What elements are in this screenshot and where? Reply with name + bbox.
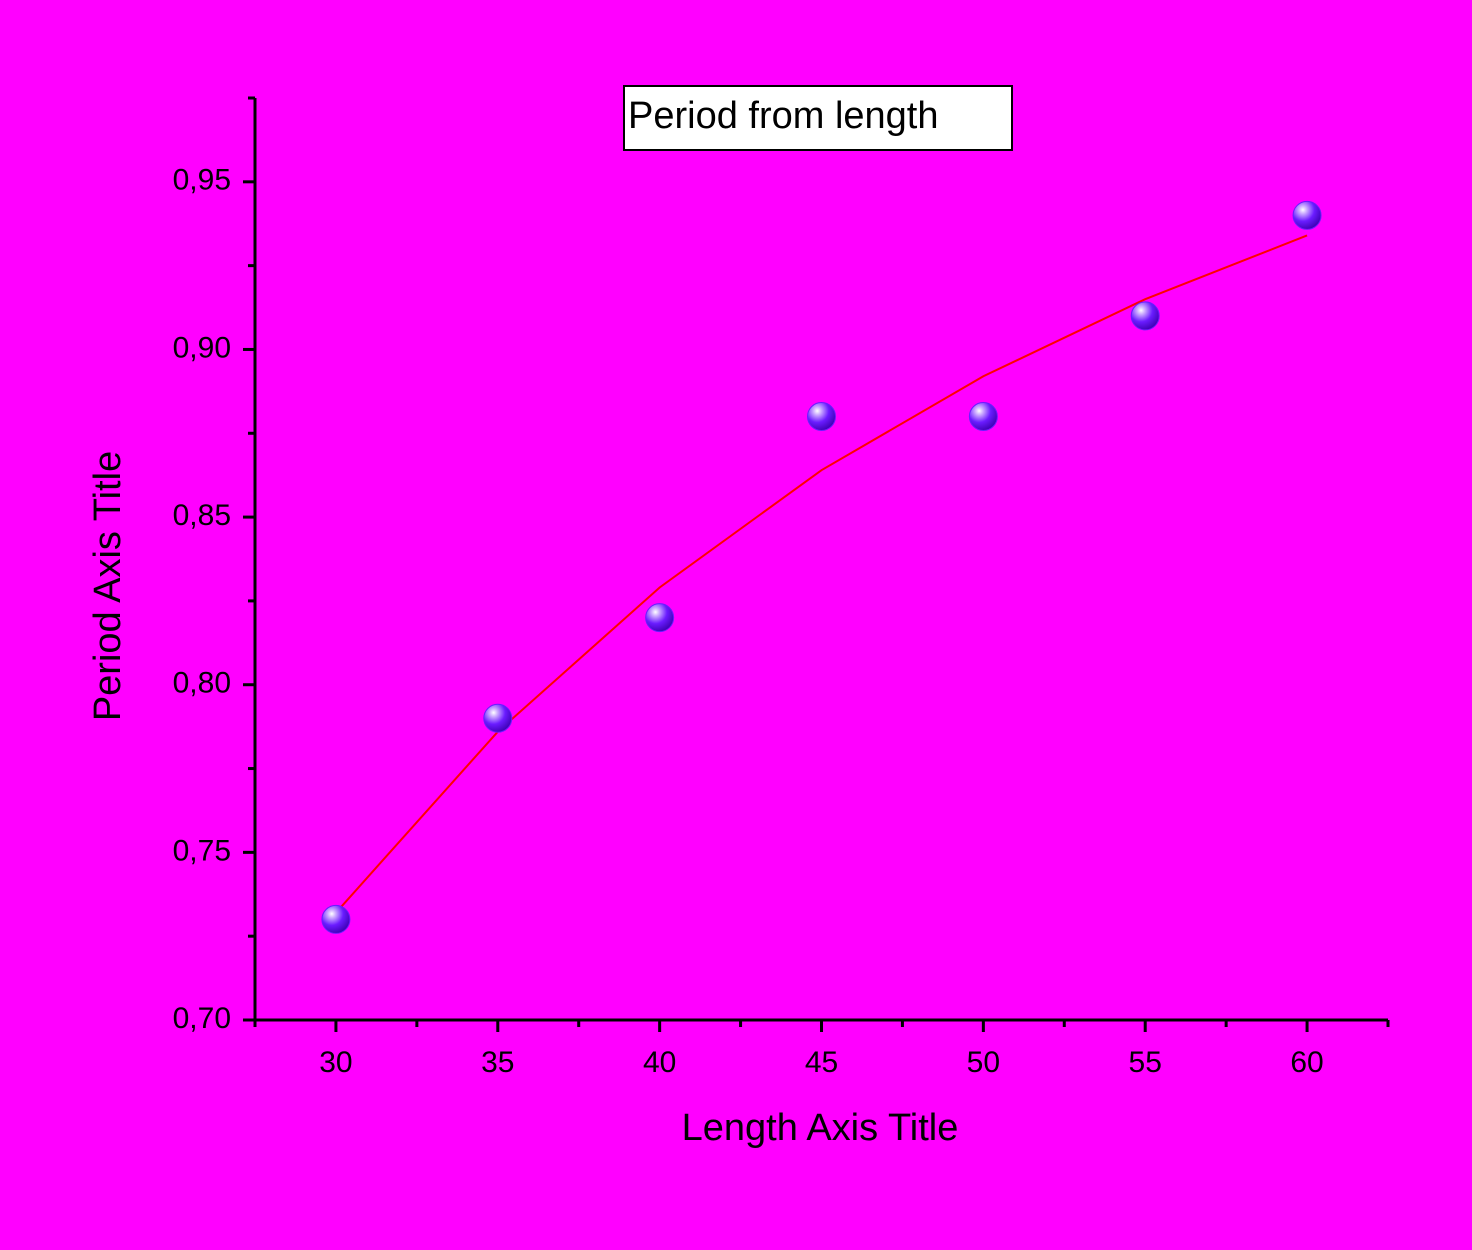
- x-tick-label: 50: [967, 1046, 1000, 1079]
- y-tick-label: 0,90: [173, 331, 231, 364]
- data-point: [968, 402, 998, 432]
- data-point: [321, 904, 351, 934]
- x-tick-label: 40: [643, 1046, 676, 1079]
- data-point: [645, 603, 675, 633]
- y-axis-title: Period Axis Title: [87, 451, 129, 721]
- x-tick-label: 45: [805, 1046, 838, 1079]
- x-axis-title: Length Axis Title: [682, 1107, 959, 1149]
- title-box: [623, 85, 1013, 151]
- y-tick-label: 0,95: [173, 164, 231, 197]
- data-point: [807, 402, 836, 432]
- x-tick-label: 55: [1129, 1046, 1162, 1079]
- data-point: [483, 703, 513, 733]
- chart-title: Period from length: [628, 95, 939, 137]
- data-point: [1130, 301, 1160, 331]
- y-tick-label: 0,75: [173, 834, 231, 867]
- y-tick-label: 0,70: [173, 1002, 231, 1035]
- y-tick-label: 0,85: [173, 499, 231, 532]
- x-tick-label: 30: [319, 1046, 352, 1079]
- y-tick-label: 0,80: [173, 667, 231, 700]
- x-tick-label: 60: [1290, 1046, 1323, 1079]
- data-point: [1292, 200, 1322, 230]
- x-tick-label: 35: [481, 1046, 514, 1079]
